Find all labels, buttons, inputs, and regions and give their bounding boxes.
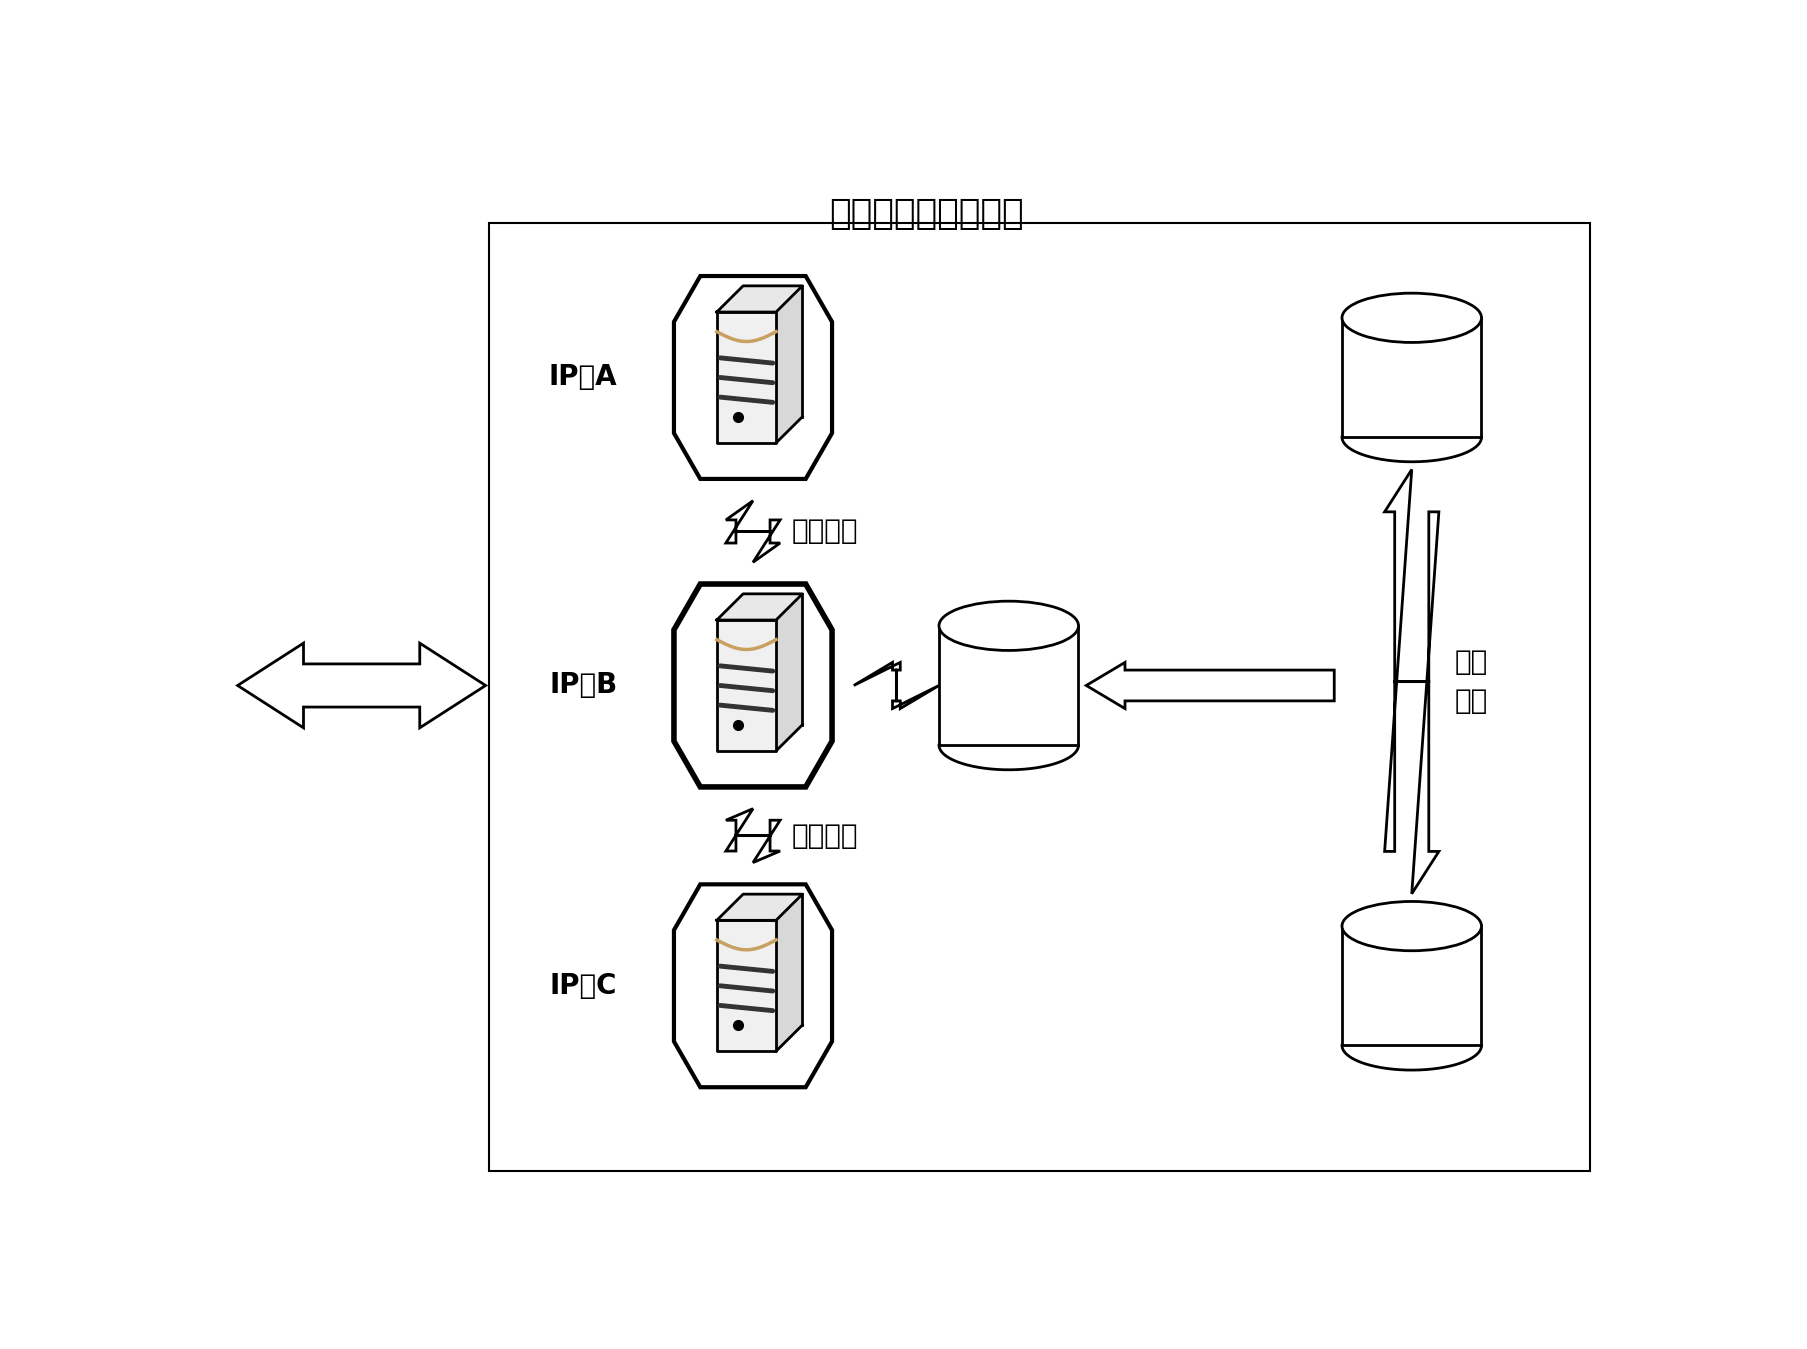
Polygon shape: [1086, 662, 1334, 708]
Bar: [1341, 318, 1480, 437]
Text: 数据: 数据: [1395, 971, 1428, 1000]
Bar: [716, 312, 775, 442]
Polygon shape: [716, 594, 802, 621]
Bar: [1341, 927, 1480, 1045]
Polygon shape: [716, 894, 802, 920]
Polygon shape: [1384, 469, 1438, 894]
Bar: [938, 626, 1079, 745]
Polygon shape: [237, 643, 486, 728]
Polygon shape: [775, 894, 802, 1051]
Bar: [490, 224, 1588, 1171]
Ellipse shape: [938, 602, 1079, 650]
Text: 分布式存储管理软件: 分布式存储管理软件: [829, 197, 1023, 231]
Text: 消息队列: 消息队列: [791, 518, 858, 545]
Text: IP：B: IP：B: [549, 672, 616, 700]
Polygon shape: [775, 286, 802, 442]
Text: 数据: 数据: [1395, 363, 1428, 391]
Polygon shape: [775, 594, 802, 751]
Polygon shape: [716, 286, 802, 312]
Ellipse shape: [1341, 901, 1480, 951]
Text: 用户操作任务: 用户操作任务: [311, 672, 412, 700]
Polygon shape: [674, 885, 831, 1087]
Bar: [716, 621, 775, 751]
Text: IP：C: IP：C: [549, 971, 616, 1000]
Text: 消息队列: 消息队列: [791, 822, 858, 850]
Bar: [716, 920, 775, 1051]
Text: 数据
同步: 数据 同步: [1453, 648, 1487, 715]
Polygon shape: [853, 662, 938, 708]
Polygon shape: [674, 277, 831, 479]
Ellipse shape: [1341, 293, 1480, 343]
Text: IP：A: IP：A: [549, 363, 616, 391]
Polygon shape: [725, 808, 779, 862]
Polygon shape: [725, 500, 779, 563]
Text: 数据: 数据: [992, 672, 1025, 700]
Polygon shape: [674, 584, 831, 786]
